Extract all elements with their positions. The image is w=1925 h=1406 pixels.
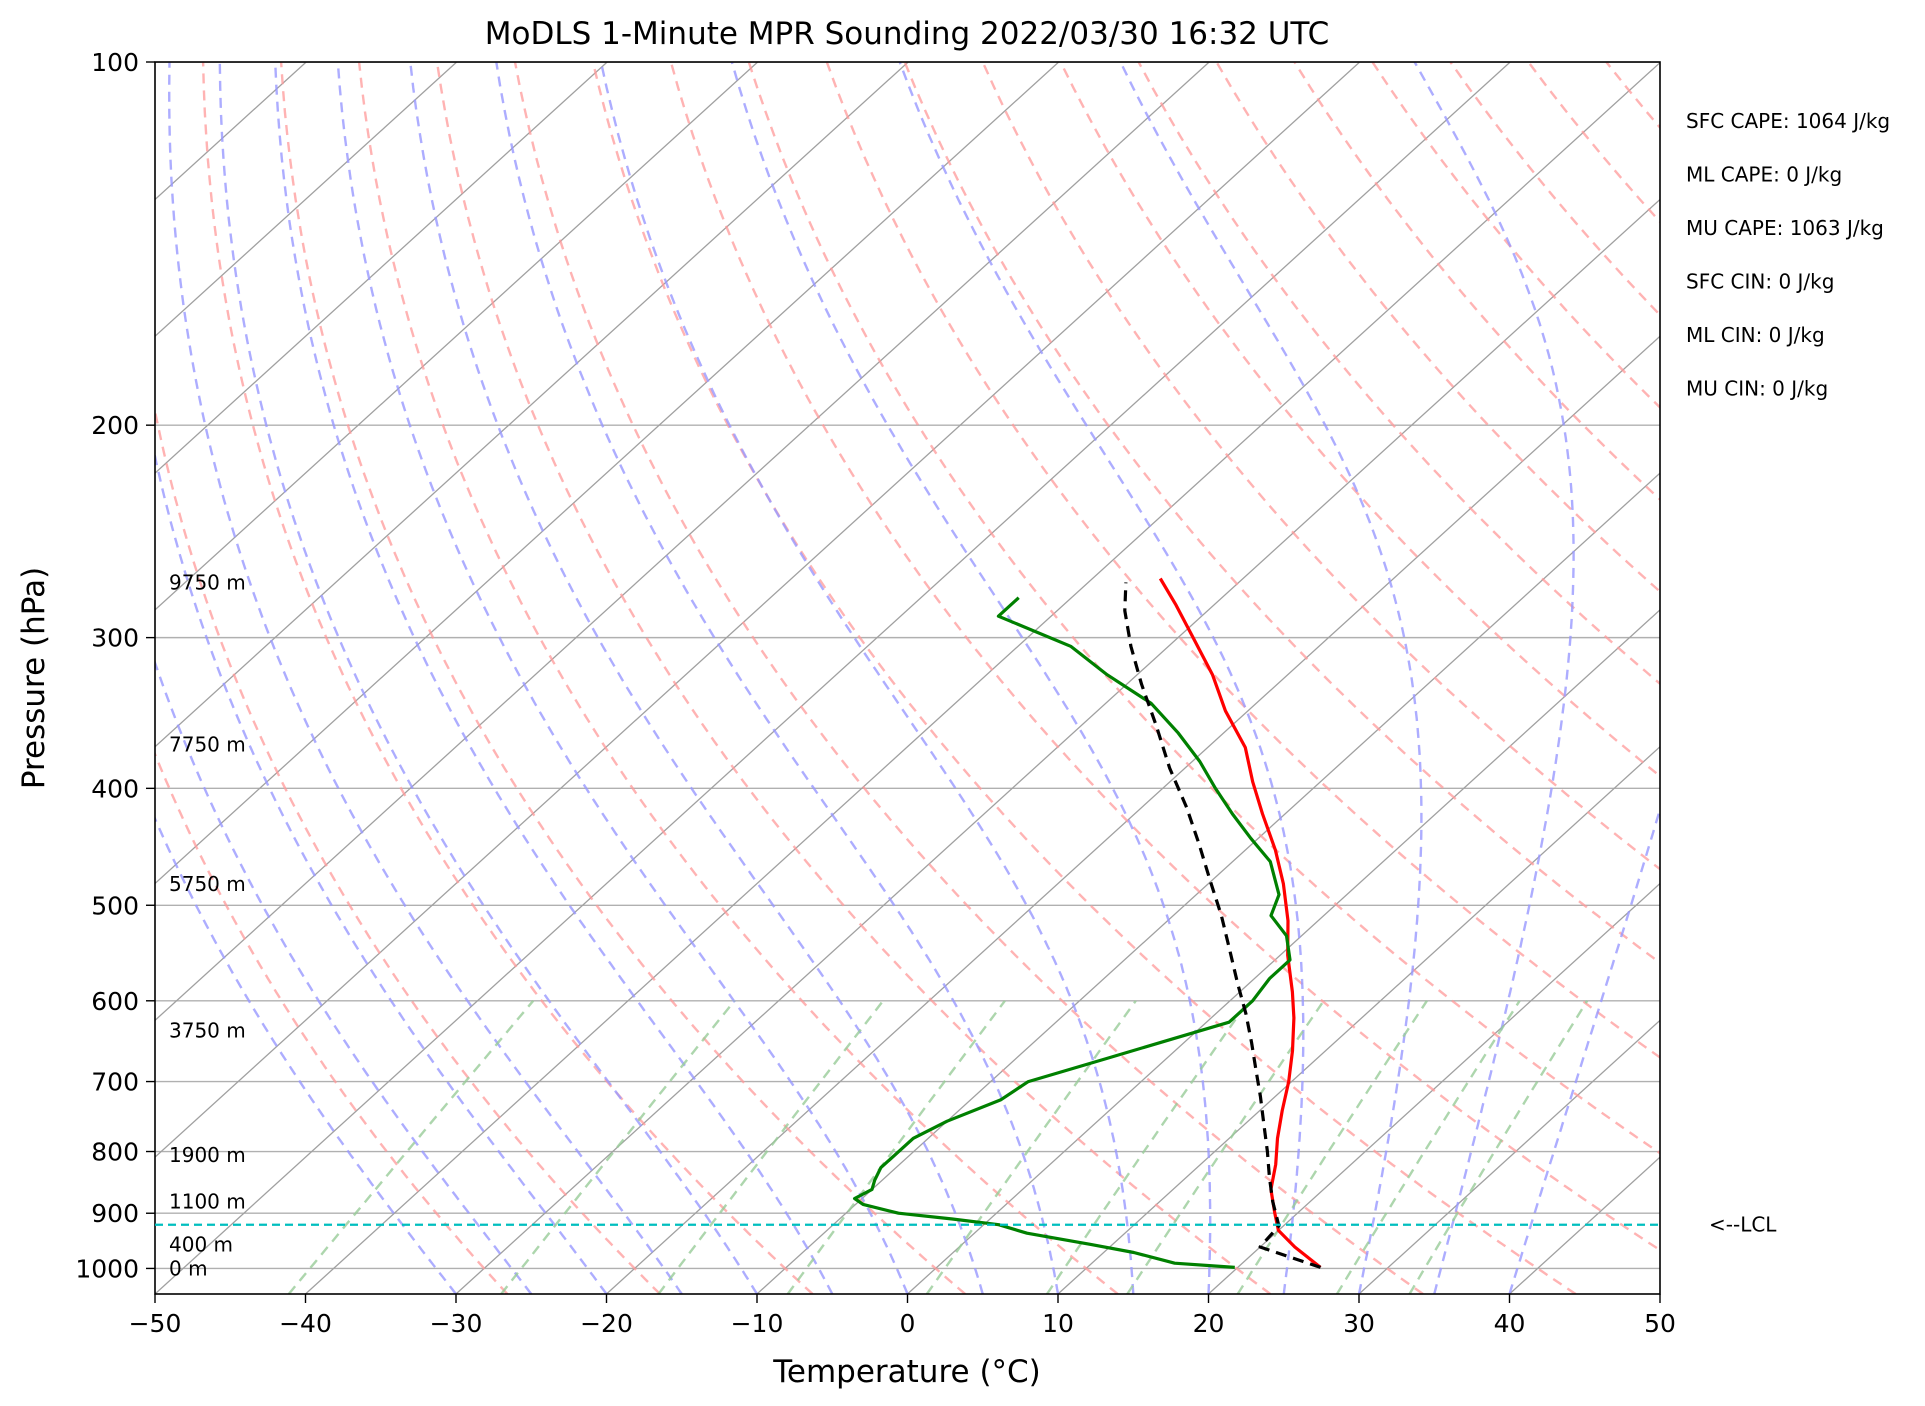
- height-label: 0 m: [169, 1256, 208, 1280]
- dry-adiabat-line: [513, 62, 1424, 1294]
- mixing-ratio-line: [1126, 1000, 1325, 1294]
- moist-adiabat-line: [1413, 62, 1575, 1294]
- parcel-profile-trace: [1123, 582, 1322, 1269]
- x-axis-label: Temperature (°C): [772, 1354, 1041, 1390]
- isotherm-line: [155, 62, 909, 748]
- x-tick-label: 0: [900, 1309, 916, 1338]
- mixing-ratio-line: [1046, 1000, 1250, 1294]
- height-label: 5750 m: [169, 872, 246, 896]
- mixing-ratio-line: [1335, 1000, 1521, 1294]
- x-tick-label: 10: [1042, 1309, 1074, 1338]
- isotherm-line: [606, 335, 1660, 1294]
- moist-adiabat-line: [274, 62, 834, 1294]
- y-tick-label: 200: [91, 411, 139, 440]
- dry-adiabat-line: [669, 62, 1660, 1252]
- y-tick-label: 700: [91, 1068, 139, 1097]
- moist-adiabat-line: [730, 62, 1212, 1294]
- x-tick-label: −40: [279, 1309, 332, 1338]
- x-tick-label: −30: [430, 1309, 483, 1338]
- stability-index-text: SFC CIN: 0 J/kg: [1686, 270, 1834, 294]
- dry-adiabat-line: [155, 751, 509, 1294]
- isotherm-line: [155, 62, 1060, 885]
- dry-adiabat-line: [279, 62, 966, 1294]
- stability-index-text: SFC CAPE: 1064 J/kg: [1686, 109, 1890, 133]
- lcl-label: <--LCL: [1709, 1213, 1777, 1237]
- y-tick-label: 500: [91, 891, 139, 920]
- isotherm-line: [155, 62, 759, 611]
- y-tick-label: 1000: [75, 1254, 139, 1283]
- isotherm-line: [907, 609, 1660, 1294]
- y-tick-label: 600: [91, 987, 139, 1016]
- x-tick-label: −50: [129, 1309, 182, 1338]
- y-axis-ticks: 100 200 300 400 500 600 700 800 900 1000: [75, 48, 155, 1283]
- isotherm-line: [155, 62, 1210, 1022]
- x-tick-label: −20: [580, 1309, 633, 1338]
- isotherm-line: [1208, 882, 1660, 1294]
- x-tick-label: 50: [1644, 1309, 1676, 1338]
- moist-adiabat-line: [599, 62, 1135, 1294]
- isotherm-line: [155, 62, 1511, 1294]
- isotherm-line: [155, 62, 1361, 1159]
- dry-adiabat-line: [981, 62, 1660, 871]
- stability-index-text: MU CAPE: 1063 J/kg: [1686, 216, 1884, 240]
- dry-adiabat-line: [435, 62, 1272, 1294]
- moist-adiabat-line: [155, 450, 608, 1294]
- mixing-ratio-line: [500, 1000, 736, 1294]
- moist-adiabat-line: [1119, 62, 1423, 1294]
- moist-adiabat-line: [167, 62, 683, 1294]
- temperature-trace: [1158, 577, 1322, 1269]
- x-tick-label: 40: [1494, 1309, 1526, 1338]
- height-label: 9750 m: [169, 570, 246, 594]
- x-tick-label: 30: [1343, 1309, 1375, 1338]
- dry-adiabat-line: [357, 62, 1119, 1294]
- moist-adiabat-line: [336, 62, 909, 1294]
- y-tick-label: 400: [91, 774, 139, 803]
- moist-adiabat-line: [218, 62, 759, 1294]
- y-axis-label: Pressure (hPa): [16, 567, 52, 789]
- y-tick-label: 900: [91, 1199, 139, 1228]
- isotherm-line: [155, 62, 608, 474]
- moist-adiabat-line: [155, 659, 533, 1294]
- isotherm-line: [455, 198, 1660, 1294]
- moist-adiabat-line: [898, 62, 1305, 1294]
- isotherm-line: [1057, 745, 1660, 1294]
- chart-title: MoDLS 1-Minute MPR Sounding 2022/03/30 1…: [485, 16, 1329, 52]
- mixing-ratio-line: [925, 1000, 1137, 1294]
- x-tick-label: −10: [731, 1309, 784, 1338]
- dry-adiabat-line: [903, 62, 1660, 965]
- dry-adiabat-line: [155, 405, 661, 1294]
- lcl-marker: <--LCL: [155, 1213, 1777, 1237]
- isotherm-line: [155, 62, 458, 338]
- x-tick-label: 20: [1193, 1309, 1225, 1338]
- height-label: 3750 m: [169, 1018, 246, 1042]
- stability-index-text: ML CIN: 0 J/kg: [1686, 323, 1825, 347]
- x-axis-ticks: −50 −40 −30 −20 −10 0 10 20 30 40 50: [129, 1294, 1676, 1338]
- dry-adiabat-line: [591, 62, 1577, 1294]
- height-label: 1900 m: [169, 1143, 246, 1167]
- dry-adiabat-line: [747, 62, 1660, 1155]
- mixing-ratio-line: [657, 1000, 885, 1294]
- stability-index-text: ML CAPE: 0 J/kg: [1686, 163, 1842, 187]
- isotherm-line: [305, 62, 1660, 1294]
- stability-indices: SFC CAPE: 1064 J/kg ML CAPE: 0 J/kg MU CAP…: [1686, 109, 1890, 401]
- y-tick-label: 300: [91, 624, 139, 653]
- moist-adiabat-line: [155, 815, 457, 1294]
- height-label: 1100 m: [169, 1189, 246, 1213]
- isotherm-line: [1358, 1019, 1660, 1294]
- stability-index-text: MU CIN: 0 J/kg: [1686, 377, 1828, 401]
- y-tick-label: 800: [91, 1138, 139, 1167]
- y-tick-label: 100: [91, 48, 139, 77]
- moist-adiabat-line: [495, 62, 1060, 1294]
- dewpoint-trace: [852, 596, 1292, 1269]
- moist-adiabat-line: [409, 62, 984, 1294]
- height-label: 400 m: [169, 1232, 233, 1256]
- moist-adiabat-line: [1508, 805, 1660, 1294]
- mixing-ratio-line: [1236, 1000, 1428, 1294]
- sounding-traces: [852, 577, 1322, 1269]
- dry-adiabat-line: [1137, 62, 1660, 686]
- height-label: 7750 m: [169, 733, 246, 757]
